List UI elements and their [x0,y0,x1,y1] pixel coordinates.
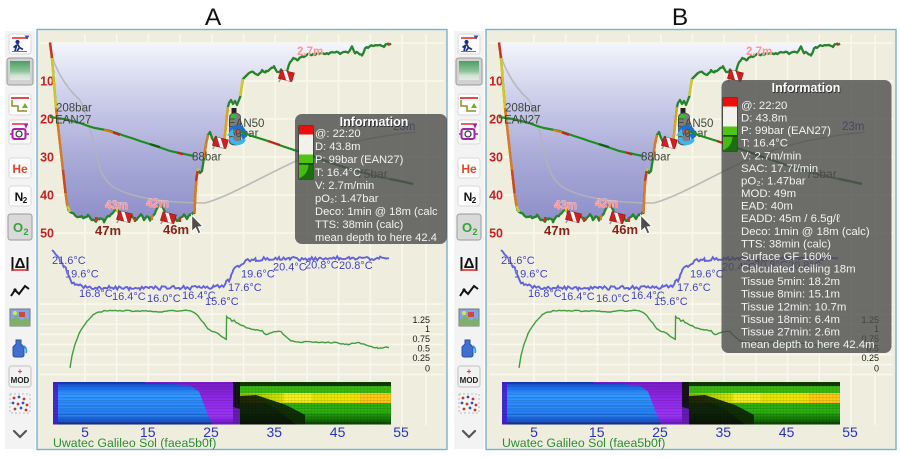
svg-text:Tissue 5min: 18.2m: Tissue 5min: 18.2m [741,276,840,288]
svg-text:Tissue 27min: 2.6m: Tissue 27min: 2.6m [741,326,840,338]
svg-text:@: 22:20: @: 22:20 [315,128,361,140]
svg-text:Information: Information [340,116,409,130]
svg-text:D: 43.8m: D: 43.8m [741,113,787,125]
svg-text:Information: Information [772,81,841,95]
svg-text:Deco: 1min @ 18m (calc: Deco: 1min @ 18m (calc [315,206,438,218]
svg-text:V: 2.7m/min: V: 2.7m/min [315,180,374,192]
svg-text:MOD: 49m: MOD: 49m [741,188,796,200]
svg-text:Tissue 18min: 6.4m: Tissue 18min: 6.4m [741,314,840,326]
svg-text:EAD: 40m: EAD: 40m [741,201,793,213]
svg-text:P: 99bar (EAN27): P: 99bar (EAN27) [315,154,404,166]
svg-text:V: 2.7m/min: V: 2.7m/min [741,150,801,162]
svg-text:Tissue 8min: 15.1m: Tissue 8min: 15.1m [741,289,840,301]
svg-text:@: 22:20: @: 22:20 [741,100,787,112]
svg-text:mean depth to here 42.4: mean depth to here 42.4 [315,232,437,244]
svg-text:D: 43.8m: D: 43.8m [315,141,360,153]
svg-text:B: B [672,4,688,31]
svg-text:TTS: 38min (calc): TTS: 38min (calc) [741,238,831,250]
svg-text:TTS: 38min (calc): TTS: 38min (calc) [315,219,404,231]
svg-text:Information: Information [340,115,409,129]
svg-text:pO₂: 1.47bar: pO₂: 1.47bar [741,176,806,188]
svg-text:T: 16.4°C: T: 16.4°C [741,138,788,150]
svg-text:Tissue 12min: 10.7m: Tissue 12min: 10.7m [741,301,846,313]
svg-text:Surface GF 160%: Surface GF 160% [741,251,832,263]
svg-text:T: 16.4°C: T: 16.4°C [315,167,361,179]
svg-text:Deco: 1min @ 18m (calc): Deco: 1min @ 18m (calc) [741,226,870,238]
svg-text:P: 99bar (EAN27): P: 99bar (EAN27) [741,125,831,137]
svg-text:A: A [205,4,222,31]
svg-text:SAC: 17.7ℓ/min: SAC: 17.7ℓ/min [741,163,818,175]
svg-text:pO₂: 1.47bar: pO₂: 1.47bar [315,193,379,205]
svg-text:EADD: 45m / 6.5g/ℓ: EADD: 45m / 6.5g/ℓ [741,213,840,225]
svg-text:mean depth to here 42.4m: mean depth to here 42.4m [741,339,875,351]
svg-text:Information: Information [772,82,841,96]
svg-text:Calculated ceiling 18m: Calculated ceiling 18m [741,264,856,276]
